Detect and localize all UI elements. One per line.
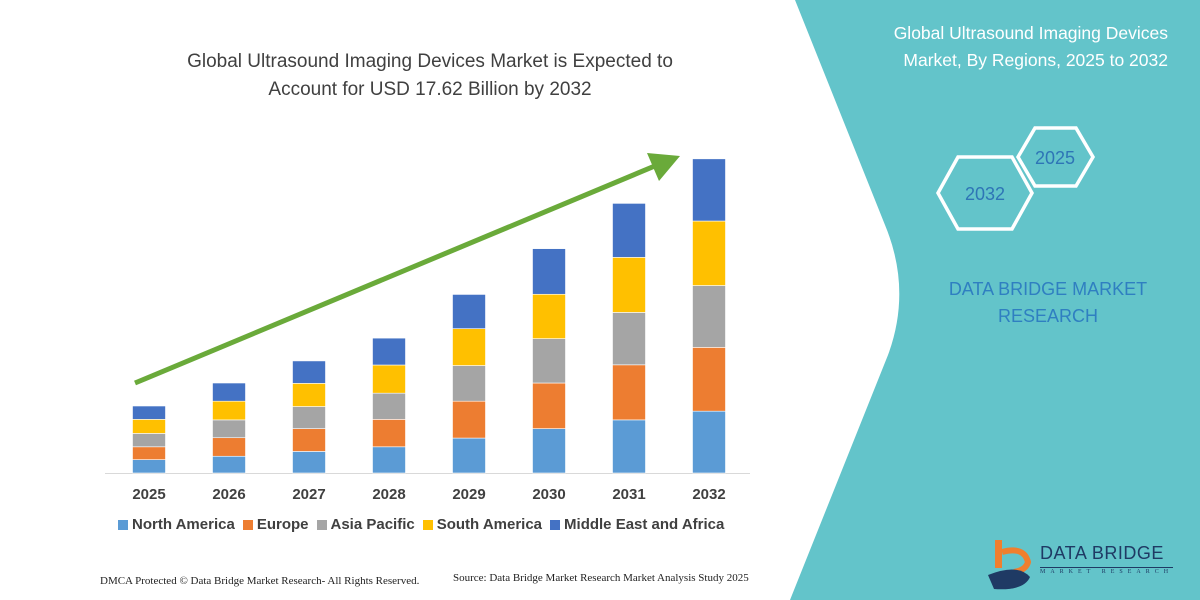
bar-segment-2029-south-america (452, 328, 486, 366)
bar-segment-2027-north-america (292, 451, 326, 474)
bar-segment-2032-south-america (692, 220, 726, 286)
bar-segment-2026-middle-east-and-africa (212, 382, 246, 402)
legend-swatch (550, 519, 561, 530)
side-title-line-2: Market, By Regions, 2025 to 2032 (903, 50, 1168, 70)
bar-segment-2030-north-america (532, 428, 566, 474)
x-tick-label: 2025 (132, 486, 165, 503)
bar-segment-2028-south-america (372, 364, 406, 394)
logo-name: DATA BRIDGE (1040, 543, 1164, 563)
legend-label: South America (436, 516, 543, 533)
legend-swatch (422, 519, 433, 530)
x-tick-label: 2026 (212, 486, 245, 503)
brand-line-1: DATA BRIDGE MARKET (948, 279, 1148, 299)
x-tick-label: 2031 (612, 486, 645, 503)
legend-swatch (118, 519, 128, 530)
chart-legend: North America Europe Asia Pacific South Ame… (118, 516, 724, 533)
bar-segment-2025-north-america (132, 459, 166, 474)
brand-text: DATA BRIDGE MARKET RESEARCH (930, 276, 1166, 330)
bar-segment-2026-south-america (212, 400, 246, 421)
side-title-line-1: Global Ultrasound Imaging Devices (893, 23, 1168, 43)
hexagon-2025 (1015, 126, 1096, 188)
x-tick-label: 2028 (372, 486, 405, 503)
teal-side-panel (790, 0, 1200, 600)
dmca-notice: DMCA Protected © Data Bridge Market Rese… (100, 575, 420, 587)
bar-segment-2027-asia-pacific (292, 406, 326, 429)
legend-item: North America (118, 516, 235, 533)
legend-item: Europe (242, 516, 309, 533)
hex-label-2032: 2032 (965, 184, 1005, 204)
legend-item: Middle East and Africa (550, 516, 724, 533)
bar-segment-2031-asia-pacific (612, 312, 646, 366)
chart-title-line-2: Account for USD 17.62 Billion by 2032 (268, 79, 592, 100)
bar-segment-2032-asia-pacific (692, 285, 726, 348)
legend-label: Asia Pacific (330, 516, 415, 533)
x-tick-label: 2027 (292, 486, 325, 503)
bar-segment-2032-north-america (692, 410, 726, 474)
legend-item: South America (422, 516, 543, 533)
stacked-bar-chart: 2025 2026 2027 2028 2029 2030 2031 2032 (105, 153, 750, 503)
logo-tagline: MARKET RESEARCH (1040, 567, 1174, 575)
x-tick-label: 2032 (692, 486, 725, 503)
chart-title: Global Ultrasound Imaging Devices Market… (130, 48, 730, 104)
hex-label-2025: 2025 (1035, 148, 1075, 168)
trend-arrow-shaft (134, 160, 663, 386)
brand-line-2: RESEARCH (997, 306, 1099, 326)
bar-segment-2026-asia-pacific (212, 419, 246, 439)
bar-segment-2029-middle-east-and-africa (452, 294, 486, 329)
bar-segment-2028-north-america (372, 446, 406, 474)
bar-segment-2030-asia-pacific (532, 338, 566, 384)
bar-segment-2029-north-america (452, 437, 486, 474)
bar-segment-2031-south-america (612, 257, 646, 313)
bar-segment-2025-middle-east-and-africa (132, 405, 166, 420)
x-tick-label: 2029 (452, 486, 485, 503)
bar-segment-2025-europe (132, 446, 166, 460)
bar-segment-2026-europe (212, 437, 246, 457)
bar-segment-2029-asia-pacific (452, 365, 486, 402)
bar-segment-2030-europe (532, 382, 566, 429)
bar-segment-2028-europe (372, 419, 406, 448)
bar-segment-2025-asia-pacific (132, 433, 166, 448)
bar-segment-2027-europe (292, 428, 326, 452)
bar-segment-2031-europe (612, 364, 646, 421)
side-panel-title: Global Ultrasound Imaging Devices Market… (894, 20, 1168, 74)
bar-segment-2026-north-america (212, 455, 246, 474)
bar-segment-2028-middle-east-and-africa (372, 337, 406, 366)
hexagon-2032 (935, 155, 1035, 231)
legend-item: Asia Pacific (316, 516, 415, 533)
legend-label: Middle East and Africa (564, 516, 725, 533)
legend-swatch (316, 519, 327, 530)
legend-label: North America (132, 516, 235, 533)
trend-arrow-head (647, 153, 680, 181)
legend-swatch (242, 519, 253, 530)
chart-title-line-1: Global Ultrasound Imaging Devices Market… (187, 51, 673, 72)
legend-label: Europe (256, 516, 309, 533)
bar-segment-2030-middle-east-and-africa (532, 248, 566, 295)
bar-segment-2030-south-america (532, 293, 566, 339)
bar-segment-2028-asia-pacific (372, 392, 406, 420)
bar-segment-2029-europe (452, 400, 486, 439)
x-tick-label: 2030 (532, 486, 565, 503)
bar-segment-2032-middle-east-and-africa (692, 158, 726, 222)
source-note: Source: Data Bridge Market Research Mark… (453, 572, 749, 584)
bar-segment-2027-south-america (292, 383, 326, 407)
bar-segment-2032-europe (692, 347, 726, 412)
data-bridge-logo-mark (988, 540, 1032, 590)
bar-segment-2031-north-america (612, 419, 646, 474)
bar-segment-2031-middle-east-and-africa (612, 203, 646, 258)
bar-segment-2027-middle-east-and-africa (292, 360, 326, 384)
bar-segment-2025-south-america (132, 419, 166, 434)
